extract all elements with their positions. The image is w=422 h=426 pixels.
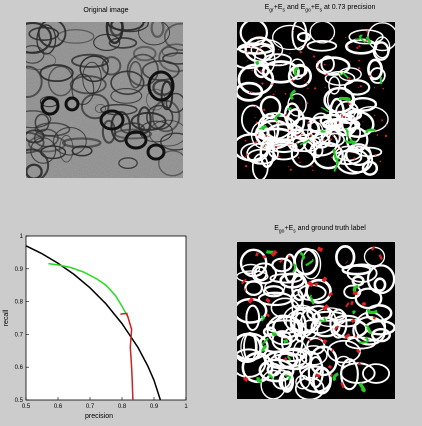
- y-tick-label: 0.9: [15, 267, 24, 273]
- y-tick-label: 1: [20, 234, 24, 240]
- bottom-right-title: Ego+Es and ground truth label: [220, 225, 420, 234]
- y-tick-label: 0.5: [15, 398, 24, 404]
- series-line-green: [48, 262, 130, 319]
- y-axis-label: recall: [3, 309, 10, 326]
- bottom-right-segmentation-mask: [237, 242, 395, 399]
- title-part: and ground truth label: [295, 225, 366, 232]
- top-right-segmentation-mask: [237, 22, 395, 179]
- top-right-title: Egr+Es and Ego+Es at 0.73 precision: [220, 4, 420, 13]
- x-tick-label: 1: [184, 404, 188, 410]
- x-tick-label: 0.9: [150, 404, 159, 410]
- title-subscript: gr: [269, 7, 274, 14]
- plot-area: [25, 235, 187, 401]
- series-line-red: [120, 312, 134, 401]
- title-subscript: s: [319, 7, 323, 14]
- title-subscript: go: [278, 228, 285, 235]
- x-tick-label: 0.5: [22, 404, 31, 410]
- original-micrograph-image: [26, 22, 183, 178]
- title-part: at 0.73 precision: [322, 4, 376, 11]
- y-tick-label: 0.7: [15, 332, 24, 338]
- y-tick-label: 0.6: [15, 365, 24, 371]
- title-part: E: [274, 225, 279, 232]
- title-part: and E: [285, 4, 306, 11]
- title-part: E: [264, 4, 270, 11]
- x-tick-label: 0.8: [118, 404, 127, 410]
- original-image-title: Original image: [83, 7, 129, 14]
- title-subscript: s: [293, 228, 296, 235]
- x-axis-label: precision: [85, 413, 113, 420]
- x-tick-label: 0.7: [86, 404, 95, 410]
- title-part: +E: [310, 4, 320, 11]
- x-tick-label: 0.6: [54, 404, 63, 410]
- title-part: +E: [284, 225, 294, 232]
- series-line-black: [25, 245, 162, 401]
- precision-recall-chart: 0.5 0.6 0.7 0.8 0.9 1 0.5 0.6 0.7 0.8 0.9 1 precisi…: [3, 234, 188, 420]
- y-tick-label: 0.8: [15, 300, 24, 306]
- title-part: +E: [273, 4, 283, 11]
- title-subscript: go: [305, 7, 311, 14]
- title-subscript: s: [282, 7, 286, 14]
